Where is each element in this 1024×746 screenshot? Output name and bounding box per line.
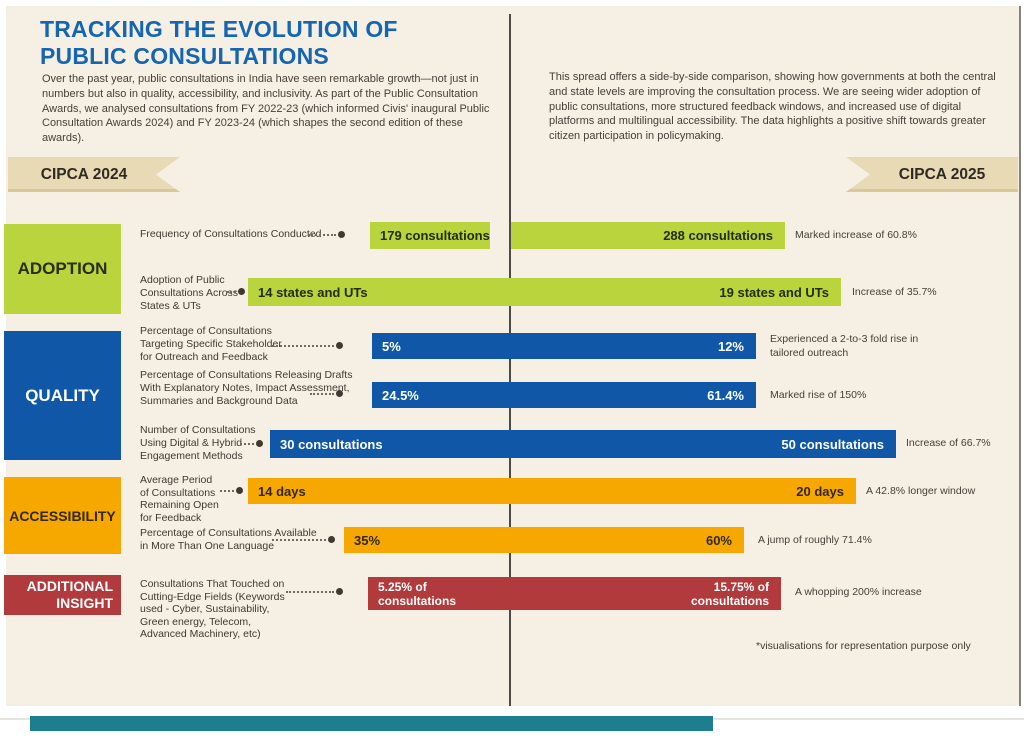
bar-2024: 5% bbox=[372, 333, 511, 359]
metric-label: Percentage of Consultations Available in… bbox=[140, 527, 317, 552]
bar-2024: 14 states and UTs bbox=[248, 278, 511, 306]
metric-label: Consultations That Touched on Cutting-Ed… bbox=[140, 578, 285, 640]
right-edge-line bbox=[1019, 6, 1021, 706]
metric-label: Adoption of Public Consultations Across … bbox=[140, 274, 239, 312]
footnote: *visualisations for representation purpo… bbox=[756, 640, 971, 652]
bar-2025: 288 consultations bbox=[511, 222, 785, 249]
bar-2025: 50 consultations bbox=[511, 430, 896, 458]
banner-cipca-2024: CIPCA 2024 bbox=[8, 157, 180, 192]
center-divider-line bbox=[509, 14, 511, 706]
leader-line bbox=[226, 291, 236, 293]
comparison-note: Marked rise of 150% bbox=[770, 389, 867, 401]
comparison-note: Experienced a 2-to-3 fold rise in tailor… bbox=[770, 333, 919, 359]
leader-dot bbox=[256, 440, 263, 447]
bar-2024: 14 days bbox=[248, 478, 511, 504]
leader-dot bbox=[338, 231, 345, 238]
leader-line bbox=[272, 539, 326, 541]
leader-line bbox=[272, 345, 334, 347]
leader-line bbox=[310, 393, 334, 395]
section-block-accessibility: ACCESSIBILITY bbox=[4, 477, 121, 554]
leader-dot bbox=[238, 288, 245, 295]
bar-2024: 30 consultations bbox=[270, 430, 511, 458]
bar-2024: 5.25% of consultations bbox=[368, 577, 511, 610]
section-block-quality: QUALITY bbox=[4, 331, 121, 460]
bar-2025: 60% bbox=[511, 527, 744, 553]
bottom-teal-bar bbox=[30, 716, 713, 731]
section-block-adoption: ADOPTION bbox=[4, 224, 121, 314]
bar-2025: 12% bbox=[511, 333, 756, 359]
bar-2024: 35% bbox=[344, 527, 511, 553]
page-title: TRACKING THE EVOLUTION OF PUBLIC CONSULT… bbox=[40, 16, 398, 69]
leader-dot bbox=[336, 588, 343, 595]
leader-dot bbox=[328, 536, 335, 543]
metric-label: Percentage of Consultations Targeting Sp… bbox=[140, 325, 282, 363]
metric-label: Number of Consultations Using Digital & … bbox=[140, 424, 256, 462]
metric-label: Frequency of Consultations Conducted bbox=[140, 228, 322, 240]
leader-dot bbox=[336, 390, 343, 397]
comparison-note: Marked increase of 60.8% bbox=[795, 229, 917, 241]
comparison-note: Increase of 35.7% bbox=[852, 286, 937, 298]
leader-line bbox=[240, 443, 254, 445]
leader-dot bbox=[236, 487, 243, 494]
leader-line bbox=[220, 490, 234, 492]
bar-2025: 15.75% of consultations bbox=[511, 577, 781, 610]
metric-label: Average Period of Consultations Remainin… bbox=[140, 474, 219, 524]
banner-cipca-2025: CIPCA 2025 bbox=[846, 157, 1018, 192]
comparison-note: A jump of roughly 71.4% bbox=[758, 534, 872, 546]
leader-line bbox=[286, 591, 334, 593]
bar-2024: 24.5% bbox=[372, 382, 511, 408]
bar-2025: 19 states and UTs bbox=[511, 278, 841, 306]
comparison-note: A whopping 200% increase bbox=[795, 586, 922, 598]
leader-dot bbox=[336, 342, 343, 349]
intro-paragraph-right: This spread offers a side-by-side compar… bbox=[549, 71, 996, 143]
bar-2025: 20 days bbox=[511, 478, 856, 504]
leader-line bbox=[308, 234, 336, 236]
bar-2024: 179 consultations bbox=[370, 222, 490, 249]
comparison-note: A 42.8% longer window bbox=[866, 485, 976, 497]
comparison-note: Increase of 66.7% bbox=[906, 437, 991, 449]
intro-paragraph-left: Over the past year, public consultations… bbox=[42, 73, 490, 145]
metric-label: Percentage of Consultations Releasing Dr… bbox=[140, 369, 353, 407]
section-block-additional-insight: ADDITIONAL INSIGHT bbox=[4, 575, 121, 615]
bar-2025: 61.4% bbox=[511, 382, 756, 408]
